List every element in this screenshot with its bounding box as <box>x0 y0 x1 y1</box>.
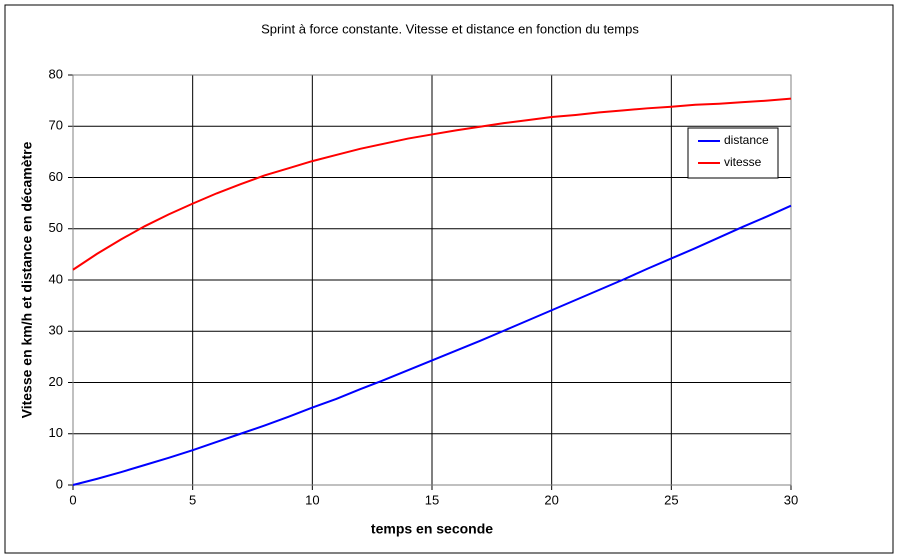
x-tick-label: 25 <box>664 492 678 507</box>
legend-box <box>687 127 779 179</box>
plot-border <box>72 74 792 486</box>
y-tick-label: 60 <box>49 169 63 184</box>
y-tick-label: 10 <box>49 425 63 440</box>
y-tick-label: 30 <box>49 323 63 338</box>
y-axis-label: Vitesse en km/h et distance en décamètre <box>19 141 35 418</box>
y-tick-label: 50 <box>49 220 63 235</box>
data-line <box>72 204 792 486</box>
data-line <box>72 97 792 271</box>
chart-title: Sprint à force constante. Vitesse et dis… <box>261 21 639 36</box>
x-tick-label: 5 <box>189 492 196 507</box>
x-axis-label: temps en seconde <box>371 521 493 537</box>
x-tick-label: 0 <box>69 492 76 507</box>
x-tick-label: 15 <box>425 492 439 507</box>
x-tick-label: 10 <box>305 492 319 507</box>
x-tick-label: 30 <box>784 492 798 507</box>
y-tick-label: 40 <box>49 271 63 286</box>
legend-label: distance <box>724 133 769 147</box>
chart-border <box>4 4 894 554</box>
x-tick-label: 20 <box>544 492 558 507</box>
y-tick-label: 70 <box>49 118 63 133</box>
y-tick-label: 80 <box>49 66 63 81</box>
y-tick-label: 0 <box>56 476 63 491</box>
legend-label: vitesse <box>724 155 762 169</box>
y-tick-label: 20 <box>49 374 63 389</box>
